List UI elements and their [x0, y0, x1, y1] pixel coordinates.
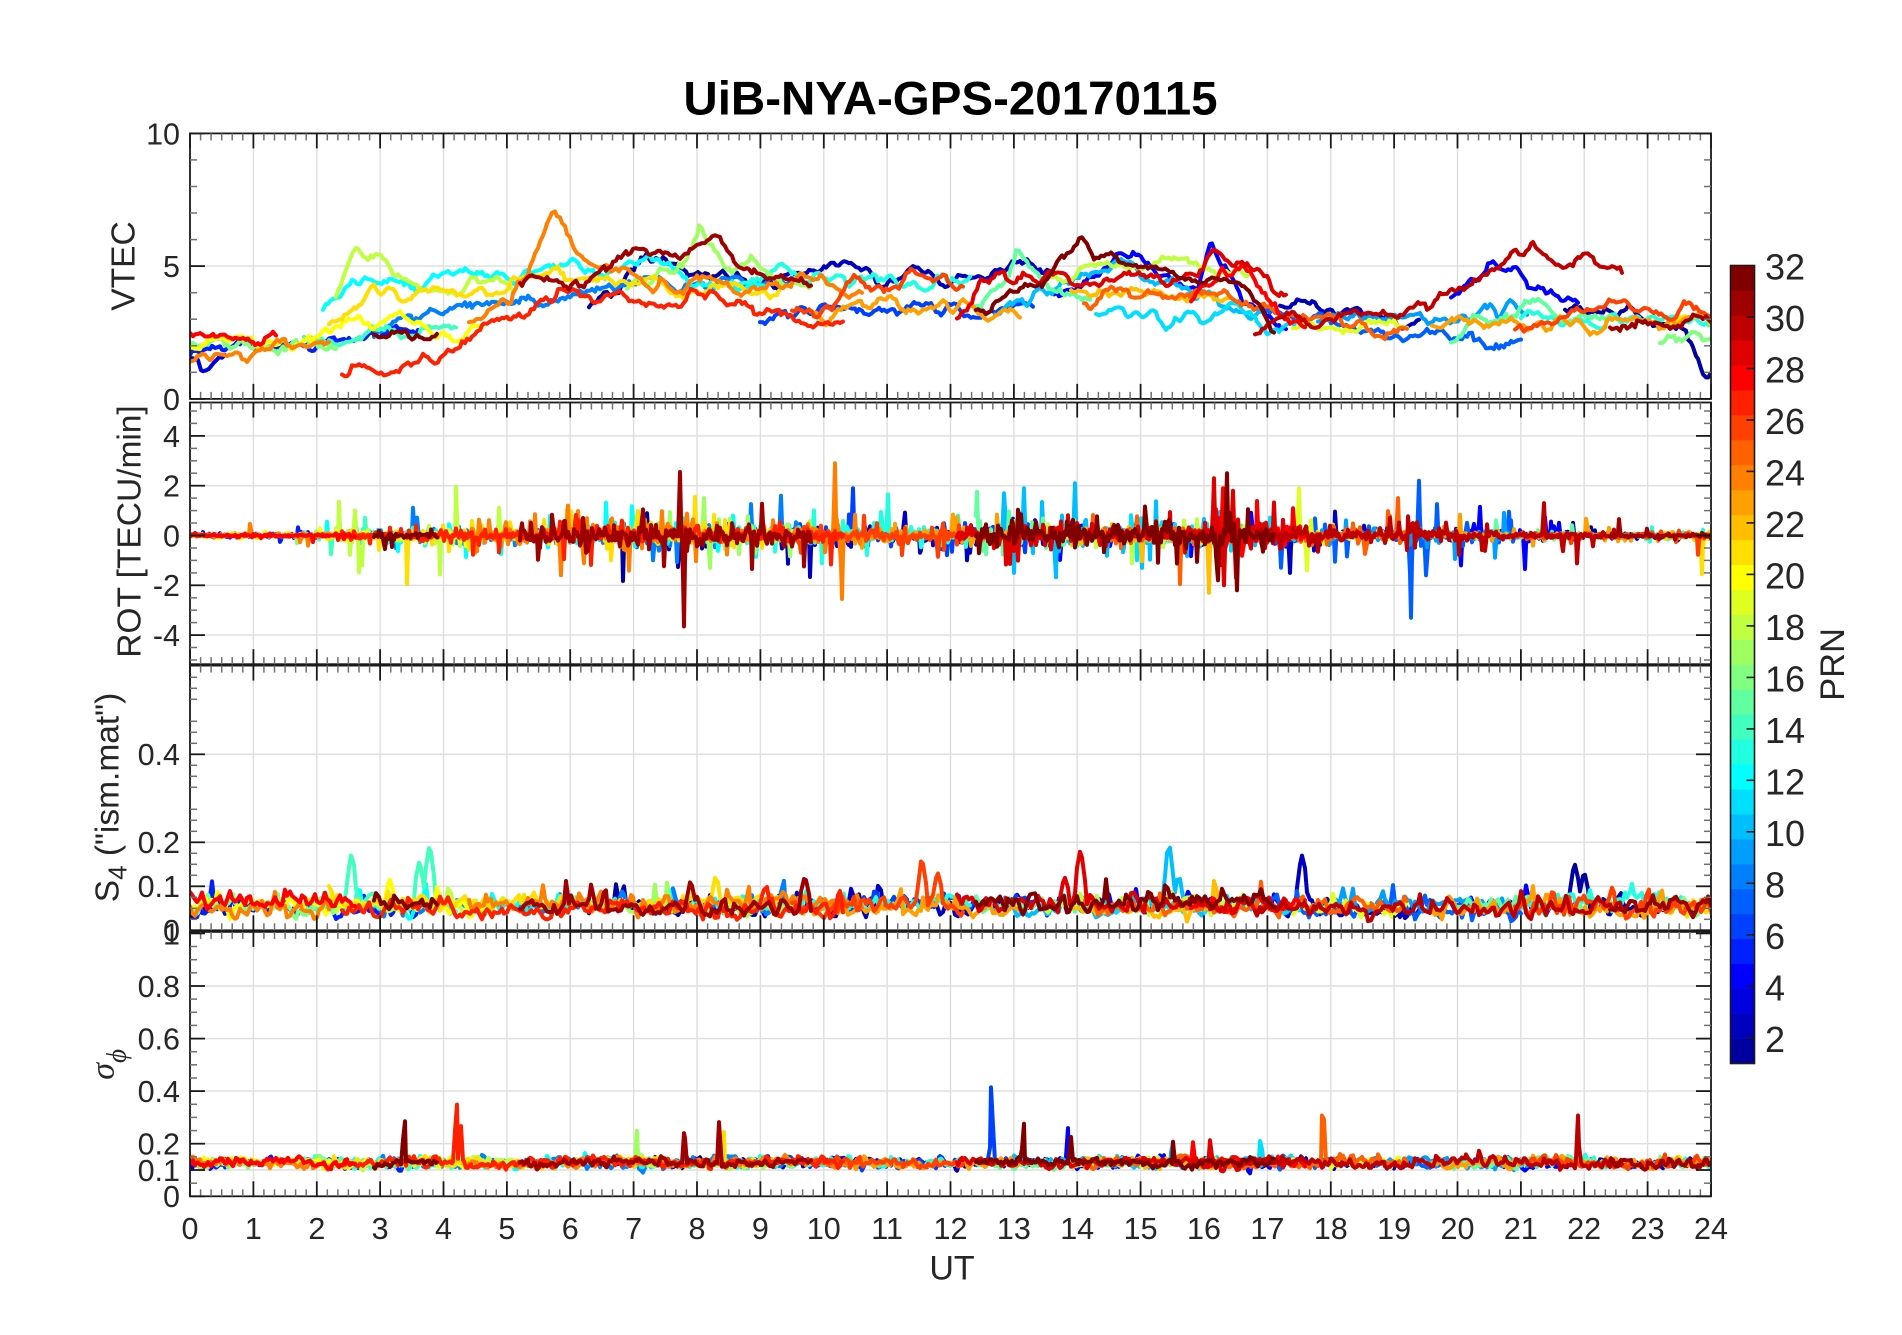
svg-text:20: 20 — [1765, 556, 1805, 597]
svg-text:12: 12 — [934, 1212, 968, 1246]
svg-text:0.2: 0.2 — [138, 826, 180, 860]
svg-text:0.1: 0.1 — [138, 1154, 180, 1188]
svg-text:4: 4 — [435, 1212, 452, 1246]
svg-text:19: 19 — [1377, 1212, 1411, 1246]
svg-text:PRN: PRN — [1814, 628, 1852, 701]
svg-text:14: 14 — [1060, 1212, 1094, 1246]
svg-text:5: 5 — [163, 250, 180, 284]
svg-text:12: 12 — [1765, 762, 1805, 803]
svg-text:22: 22 — [1567, 1212, 1601, 1246]
svg-text:0.8: 0.8 — [138, 970, 180, 1004]
svg-text:17: 17 — [1250, 1212, 1284, 1246]
svg-text:ROT [TECU/min]: ROT [TECU/min] — [112, 405, 149, 658]
svg-text:S4 ("ism.mat"): S4 ("ism.mat") — [90, 693, 133, 902]
svg-text:8: 8 — [689, 1212, 706, 1246]
svg-text:15: 15 — [1124, 1212, 1158, 1246]
svg-text:10: 10 — [807, 1212, 841, 1246]
svg-text:20: 20 — [1441, 1212, 1475, 1246]
svg-text:0.2: 0.2 — [138, 1128, 180, 1162]
svg-text:4: 4 — [163, 420, 180, 454]
svg-text:28: 28 — [1765, 350, 1805, 391]
svg-text:1: 1 — [163, 917, 180, 951]
svg-text:14: 14 — [1765, 710, 1805, 751]
svg-text:6: 6 — [562, 1212, 579, 1246]
svg-text:26: 26 — [1765, 401, 1805, 442]
svg-text:0: 0 — [182, 1212, 199, 1246]
svg-text:21: 21 — [1504, 1212, 1538, 1246]
svg-text:24: 24 — [1765, 453, 1805, 494]
svg-text:13: 13 — [997, 1212, 1031, 1246]
svg-text:UiB-NYA-GPS-20170115: UiB-NYA-GPS-20170115 — [683, 73, 1217, 126]
svg-text:VTEC: VTEC — [106, 221, 143, 310]
svg-text:6: 6 — [1765, 916, 1785, 957]
svg-text:-2: -2 — [153, 569, 180, 603]
svg-text:0.4: 0.4 — [138, 738, 180, 772]
svg-text:23: 23 — [1631, 1212, 1665, 1246]
svg-text:9: 9 — [752, 1212, 769, 1246]
svg-text:5: 5 — [498, 1212, 515, 1246]
svg-text:8: 8 — [1765, 865, 1785, 906]
svg-text:30: 30 — [1765, 298, 1805, 339]
svg-text:32: 32 — [1765, 247, 1805, 288]
svg-text:-4: -4 — [153, 619, 180, 653]
svg-text:2: 2 — [163, 470, 180, 504]
svg-text:0: 0 — [163, 1180, 180, 1214]
svg-text:UT: UT — [929, 1250, 974, 1288]
svg-text:18: 18 — [1314, 1212, 1348, 1246]
svg-text:18: 18 — [1765, 607, 1805, 648]
svg-text:7: 7 — [625, 1212, 642, 1246]
svg-text:10: 10 — [146, 117, 180, 151]
svg-text:3: 3 — [372, 1212, 389, 1246]
svg-text:24: 24 — [1694, 1212, 1728, 1246]
svg-text:16: 16 — [1765, 659, 1805, 700]
svg-text:4: 4 — [1765, 968, 1785, 1009]
svg-text:10: 10 — [1765, 813, 1805, 854]
svg-text:0: 0 — [163, 519, 180, 553]
svg-text:2: 2 — [1765, 1019, 1785, 1060]
svg-text:0: 0 — [163, 383, 180, 417]
svg-text:11: 11 — [871, 1212, 903, 1246]
svg-text:16: 16 — [1187, 1212, 1221, 1246]
svg-text:0.4: 0.4 — [138, 1075, 180, 1109]
svg-text:22: 22 — [1765, 504, 1805, 545]
svg-text:1: 1 — [245, 1212, 262, 1246]
svg-text:2: 2 — [308, 1212, 325, 1246]
svg-text:0: 0 — [163, 914, 180, 948]
svg-text:0.6: 0.6 — [138, 1023, 180, 1057]
svg-text:0.1: 0.1 — [138, 870, 180, 904]
